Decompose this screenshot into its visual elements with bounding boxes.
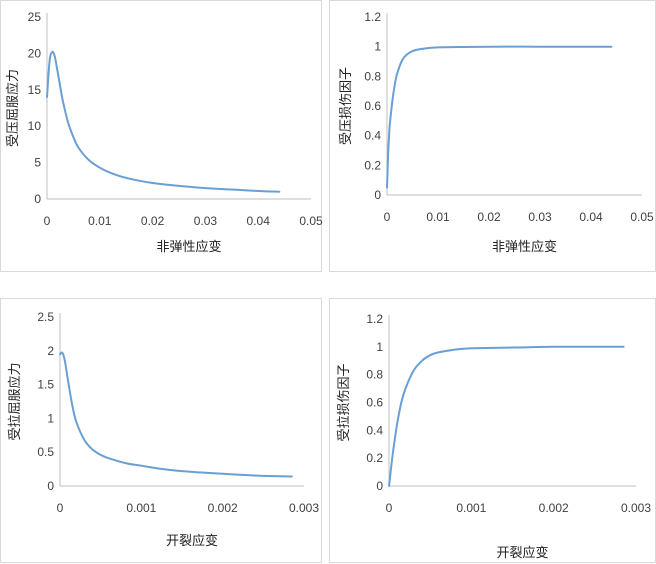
x-tick-label: 0 [44, 214, 51, 228]
y-axis-label: 受压屈服应力 [5, 69, 21, 147]
series-line [386, 45, 613, 189]
x-tick-label: 0.05 [299, 214, 323, 228]
chart-svg-tensile-damage: 0 0.2 0.4 0.6 0.8 1 1.2 0 0.001 0.002 0.003 开裂应变 受拉损… [337, 312, 651, 561]
x-tick-label: 0.003 [289, 501, 319, 515]
chart-panel-tensile-damage: 0 0.2 0.4 0.6 0.8 1 1.2 0 0.001 0.002 0.003 开裂应变 受拉损… [329, 298, 656, 563]
x-tick-label: 0.002 [208, 501, 238, 515]
y-axis-label: 受压损伤因子 [339, 67, 354, 145]
chart-svg-compressive-damage: 0 0.2 0.4 0.6 0.8 1 1.2 0 0.01 0.02 0.03 0.04 0.05 非弹… [339, 10, 654, 255]
x-axis-label: 开裂应变 [166, 533, 218, 549]
x-tick-label: 0.03 [194, 214, 218, 228]
x-axis-label: 开裂应变 [496, 545, 548, 561]
y-tick-label: 0 [34, 192, 41, 206]
y-tick-label: 10 [28, 119, 42, 133]
y-tick-label: 0 [374, 188, 381, 202]
x-tick-label: 0.001 [126, 501, 156, 515]
chart-svg-tensile-stress: 0 0.5 1 1.5 2 2.5 0 0.001 0.002 0.003 开裂应变 受拉屈服应力 [7, 310, 319, 549]
x-tick-label: 0 [386, 501, 393, 515]
y-tick-label: 0 [376, 479, 383, 493]
chart-panel-compressive-stress: 0 5 10 15 20 25 0 0.01 0.02 0.03 0.04 0.05 非弹性应变 受压屈服… [0, 0, 323, 272]
y-tick-label: 0.2 [364, 158, 381, 172]
y-tick-label: 15 [28, 83, 42, 97]
series-line [388, 345, 625, 487]
series-line [46, 50, 281, 193]
y-axis-label: 受拉屈服应力 [7, 362, 23, 440]
y-tick-label: 20 [28, 46, 42, 60]
chart-svg-compressive-stress: 0 5 10 15 20 25 0 0.01 0.02 0.03 0.04 0.05 非弹性应变 受压屈服… [5, 10, 323, 255]
y-tick-label: 1 [374, 40, 381, 54]
y-tick-label: 0.6 [366, 396, 383, 410]
x-tick-label: 0.01 [426, 210, 450, 224]
y-tick-label: 1 [376, 340, 383, 354]
chart-panel-tensile-stress: 0 0.5 1 1.5 2 2.5 0 0.001 0.002 0.003 开裂应变 受拉屈服应力 [0, 298, 322, 563]
x-tick-label: 0.002 [539, 501, 569, 515]
x-tick-label: 0.001 [456, 501, 486, 515]
y-tick-label: 0 [47, 479, 54, 493]
chart-panel-compressive-damage: 0 0.2 0.4 0.6 0.8 1 1.2 0 0.01 0.02 0.03 0.04 0.05 非弹… [329, 0, 656, 272]
y-tick-label: 5 [34, 156, 41, 170]
x-tick-label: 0.02 [477, 210, 501, 224]
x-tick-label: 0.03 [528, 210, 552, 224]
x-tick-label: 0.01 [88, 214, 112, 228]
y-tick-label: 0.4 [366, 423, 383, 437]
y-tick-label: 25 [28, 10, 42, 24]
x-tick-label: 0.003 [621, 501, 651, 515]
x-axis-label: 非弹性应变 [156, 239, 221, 255]
y-tick-label: 0.6 [364, 99, 381, 113]
x-tick-label: 0.04 [579, 210, 603, 224]
y-tick-label: 1.5 [37, 378, 54, 392]
y-tick-label: 0.2 [366, 451, 383, 465]
y-tick-label: 2 [47, 344, 54, 358]
x-tick-label: 0.04 [247, 214, 271, 228]
x-tick-label: 0 [384, 210, 391, 224]
x-tick-label: 0.05 [630, 210, 654, 224]
y-tick-label: 0.8 [366, 368, 383, 382]
y-axis-label: 受拉损伤因子 [337, 363, 352, 441]
series-line [59, 351, 293, 478]
y-tick-label: 0.4 [364, 129, 381, 143]
y-tick-label: 0.8 [364, 69, 381, 83]
y-tick-label: 1.2 [366, 312, 383, 326]
x-tick-label: 0 [57, 501, 64, 515]
x-tick-label: 0.02 [141, 214, 165, 228]
x-axis-label: 非弹性应变 [492, 239, 557, 255]
y-tick-label: 2.5 [37, 310, 54, 324]
y-tick-label: 1.2 [364, 10, 381, 24]
y-tick-label: 0.5 [37, 445, 54, 459]
y-tick-label: 1 [47, 411, 54, 425]
